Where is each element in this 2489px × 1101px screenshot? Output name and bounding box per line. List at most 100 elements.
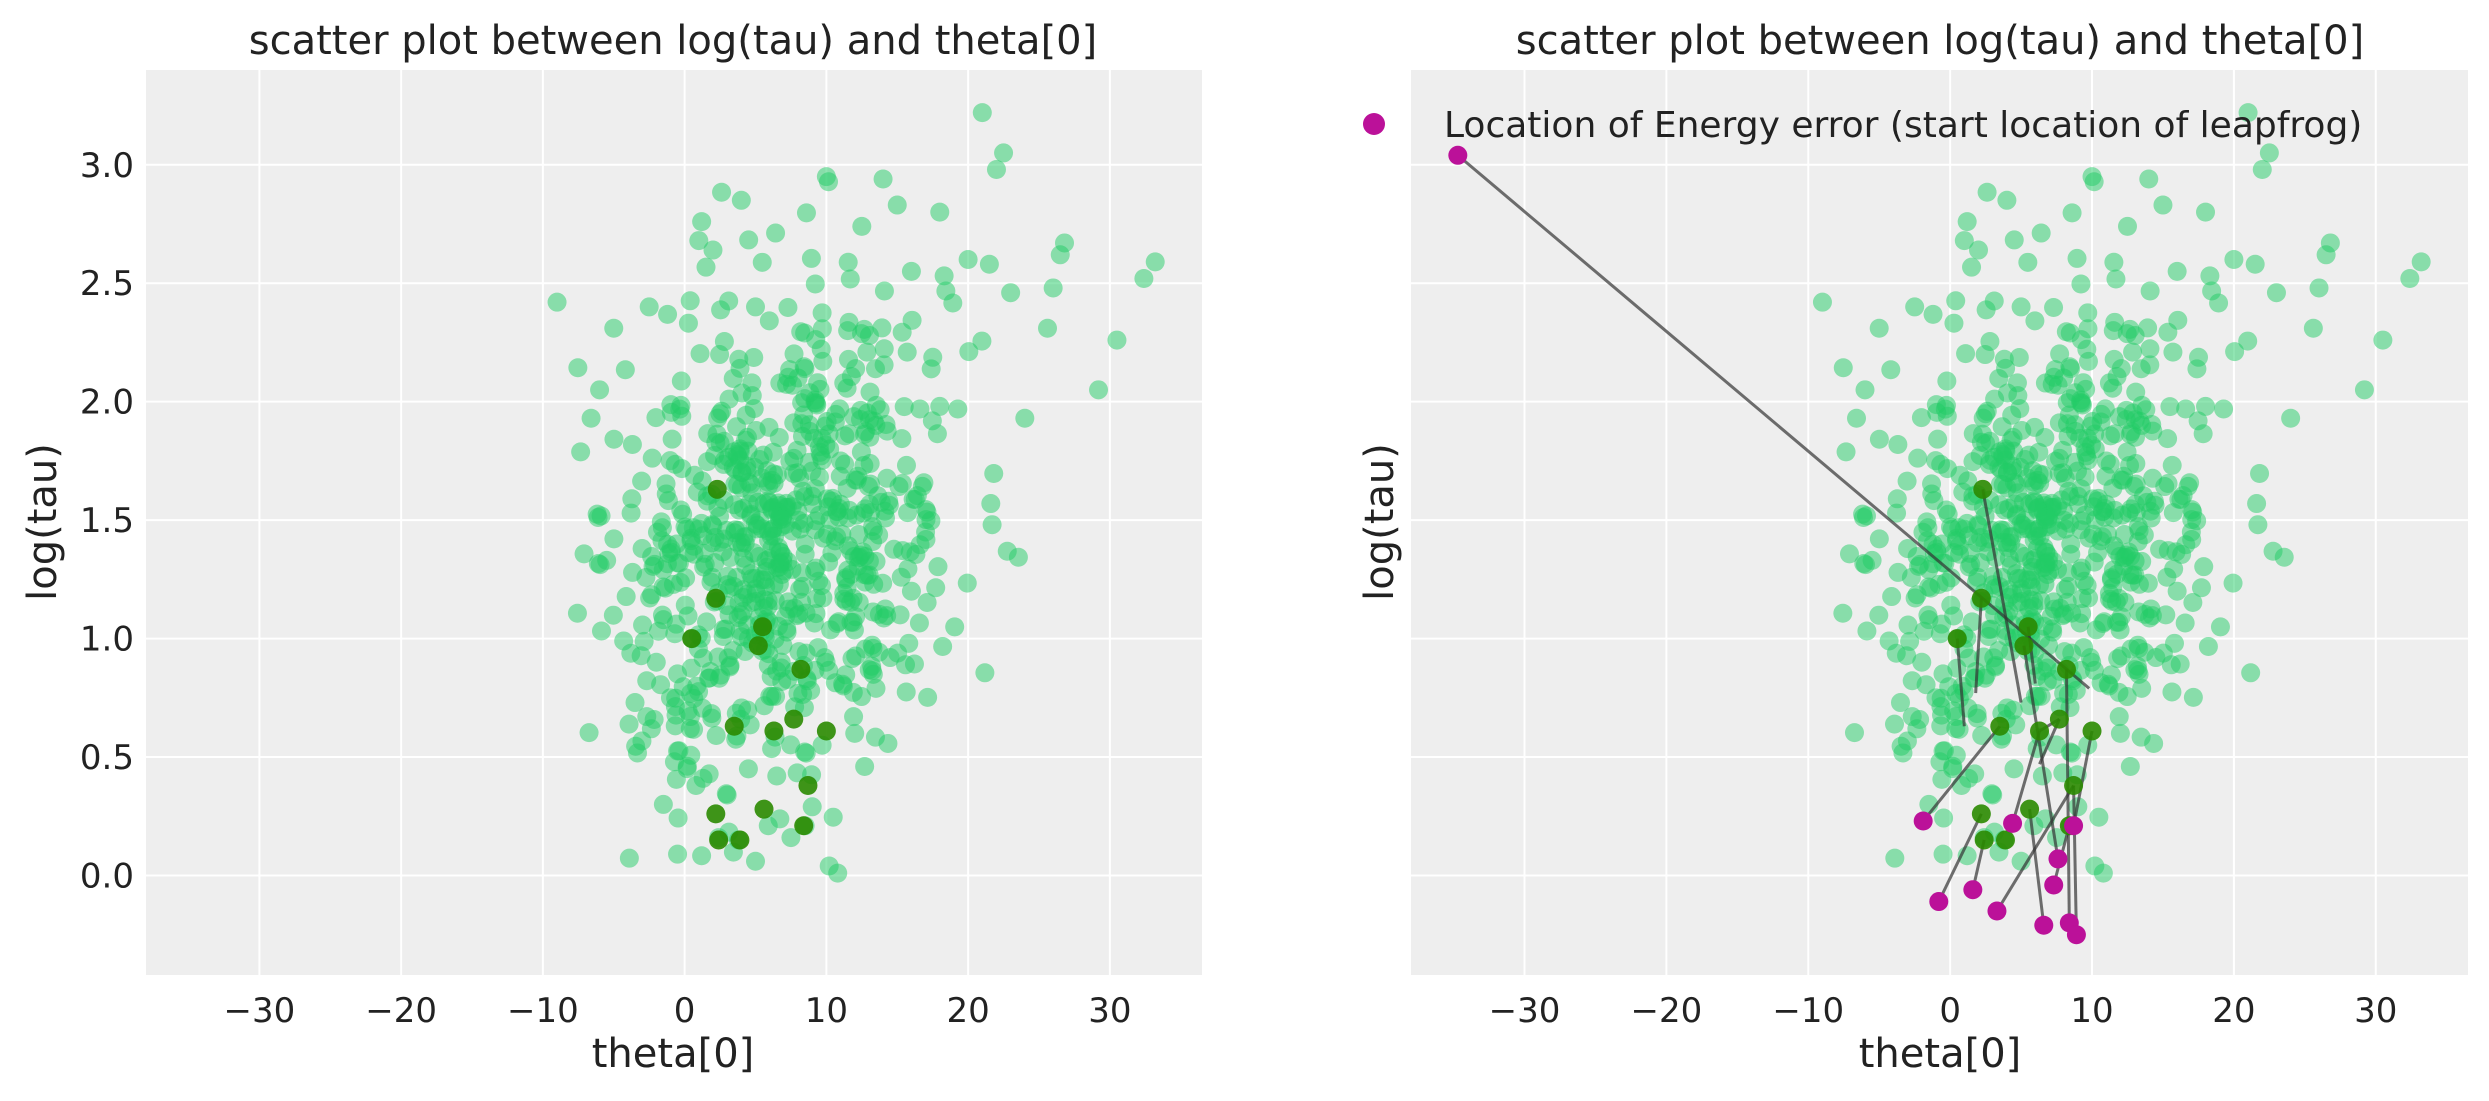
sample-point xyxy=(738,759,758,779)
sample-point xyxy=(2052,490,2072,510)
sample-point xyxy=(874,281,894,301)
sample-point xyxy=(880,648,900,668)
sample-point xyxy=(754,696,774,716)
sample-point xyxy=(708,647,728,667)
sample-point xyxy=(1973,424,1993,444)
sample-point xyxy=(632,471,652,491)
sample-point xyxy=(732,383,752,403)
sample-point xyxy=(781,735,801,755)
sample-point xyxy=(1926,688,1946,708)
sample-point xyxy=(894,397,914,417)
sample-point xyxy=(2281,408,2301,428)
sample-point xyxy=(1983,785,2003,805)
sample-point xyxy=(1913,522,1933,542)
sample-point xyxy=(810,379,830,399)
sample-point xyxy=(2119,542,2139,562)
left-y-axis-label: log(tau) xyxy=(20,443,66,601)
energy-error-point xyxy=(1448,145,1468,165)
sample-point xyxy=(838,349,858,369)
sample-point xyxy=(604,529,624,549)
sample-point xyxy=(933,636,953,656)
sample-point xyxy=(1001,283,1021,303)
sample-point xyxy=(2170,654,2190,674)
sample-point xyxy=(632,539,652,559)
sample-point xyxy=(838,321,858,341)
sample-point xyxy=(901,581,921,601)
sample-point xyxy=(671,371,691,391)
sample-point xyxy=(2198,636,2218,656)
sample-point xyxy=(1885,714,1905,734)
sample-point xyxy=(870,400,890,420)
sample-point xyxy=(697,452,717,472)
x-tick-label: 0 xyxy=(1939,991,1961,1031)
sample-point xyxy=(837,378,857,398)
sample-point xyxy=(812,450,832,470)
sample-point xyxy=(2103,321,2123,341)
sample-point xyxy=(746,851,766,871)
sample-point xyxy=(831,451,851,471)
sample-point xyxy=(1839,544,1859,564)
sample-point xyxy=(827,613,847,633)
sample-point xyxy=(2200,266,2220,286)
sample-point xyxy=(1979,626,1999,646)
sample-point xyxy=(675,517,695,537)
energy-error-point xyxy=(2066,925,2086,945)
sample-point xyxy=(2156,605,2176,625)
leapfrog-segment xyxy=(1937,813,1983,903)
energy-error-point xyxy=(1929,892,1949,912)
sample-point xyxy=(686,775,706,795)
y-tick-label: 2.5 xyxy=(80,264,134,304)
y-tick-label: 3.0 xyxy=(80,146,134,186)
sample-point xyxy=(812,303,832,323)
sample-point xyxy=(2139,169,2159,189)
sample-point xyxy=(690,344,710,364)
sample-point xyxy=(863,638,883,658)
sample-point xyxy=(2111,646,2131,666)
sample-point xyxy=(972,103,992,123)
sample-point xyxy=(2194,557,2214,577)
divergent-point xyxy=(706,588,726,608)
legend: Location of Energy error (start location… xyxy=(1363,105,2362,146)
sample-point xyxy=(2054,368,2074,388)
sample-point xyxy=(703,240,723,260)
sample-point xyxy=(805,274,825,294)
sample-point xyxy=(1918,605,1938,625)
x-tick-label: −10 xyxy=(1772,991,1844,1031)
x-tick-label: 0 xyxy=(674,991,696,1031)
sample-point xyxy=(746,297,766,317)
sample-point xyxy=(766,223,786,243)
sample-point xyxy=(1921,578,1941,598)
divergent-point xyxy=(724,716,744,736)
sample-point xyxy=(975,663,995,683)
sample-point xyxy=(685,465,705,485)
sample-point xyxy=(1927,402,1947,422)
sample-point xyxy=(801,248,821,268)
divergent-point xyxy=(682,629,702,649)
sample-point xyxy=(862,661,882,681)
divergent-point xyxy=(754,799,774,819)
sample-point xyxy=(896,682,916,702)
sample-point xyxy=(1855,380,1875,400)
x-tick-label: −30 xyxy=(224,991,296,1031)
sample-point xyxy=(2125,326,2145,346)
sample-point xyxy=(2050,344,2070,364)
sample-point xyxy=(2303,318,2323,338)
sample-point xyxy=(896,455,916,475)
sample-point xyxy=(852,216,872,236)
sample-point xyxy=(2241,663,2261,683)
sample-point xyxy=(833,676,853,696)
sample-point xyxy=(2109,588,2129,608)
sample-point xyxy=(2123,565,2143,585)
sample-point xyxy=(1888,435,1908,455)
sample-point xyxy=(778,592,798,612)
right-grid xyxy=(1411,70,2468,975)
sample-point xyxy=(723,368,743,388)
sample-point xyxy=(2126,474,2146,494)
sample-point xyxy=(2001,556,2021,576)
divergent-point xyxy=(1971,804,1991,824)
sample-point xyxy=(689,231,709,251)
x-tick-label: −20 xyxy=(1630,991,1702,1031)
sample-point xyxy=(860,427,880,447)
sample-point xyxy=(2126,382,2146,402)
sample-point xyxy=(916,522,936,542)
